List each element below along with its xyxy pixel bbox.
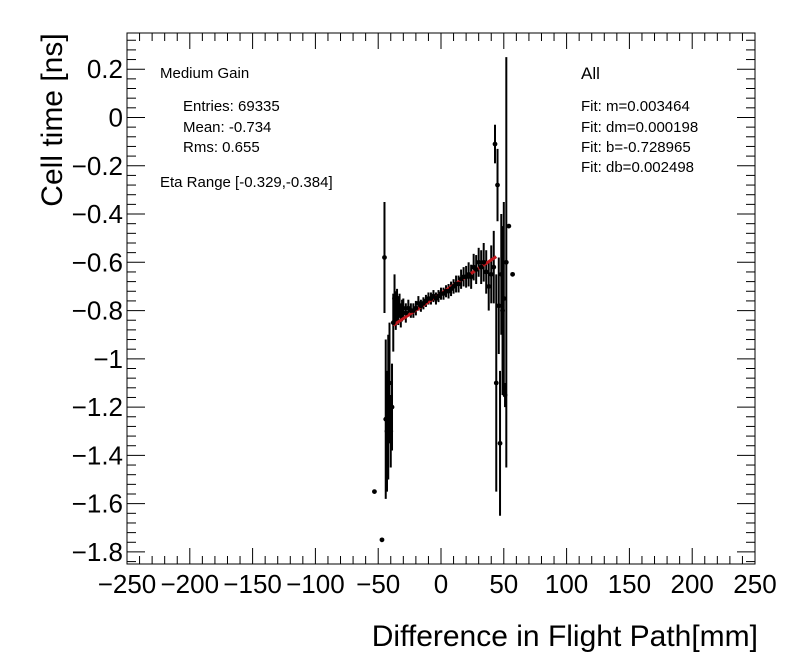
data-point: [478, 264, 484, 270]
mean-label: Mean: -0.734: [183, 119, 272, 136]
entries-label: Entries: 69335: [183, 98, 280, 115]
data-point: [506, 223, 512, 229]
data-point: [387, 380, 392, 386]
y-tick-label: −1.8: [72, 537, 123, 567]
data-point: [372, 489, 377, 494]
y-tick-label: −0.6: [72, 247, 123, 277]
data-point: [385, 404, 391, 410]
data-point: [473, 267, 479, 272]
y-tick-label: −0.8: [72, 296, 123, 326]
x-tick-label: −150: [223, 569, 282, 599]
data-point: [495, 182, 500, 188]
data-point: [481, 259, 487, 265]
x-tick-label: 0: [434, 569, 448, 599]
rms-label: Rms: 0.655: [183, 139, 260, 156]
y-tick-label: −0.4: [72, 199, 123, 229]
data-point: [456, 281, 461, 287]
data-point: [390, 320, 396, 326]
data-point: [384, 428, 390, 434]
x-tick-label: 250: [733, 569, 776, 599]
data-point: [379, 537, 385, 543]
data-point: [388, 428, 394, 434]
data-point: [492, 141, 498, 147]
data-point: [493, 380, 499, 386]
data-point: [488, 271, 494, 277]
data-point: [395, 308, 401, 313]
x-axis-title: Difference in Flight Path[mm]: [371, 620, 758, 653]
data-point: [400, 305, 406, 311]
x-tick-label: −200: [161, 569, 220, 599]
data-point: [413, 305, 419, 311]
data-point: [500, 308, 505, 313]
x-tick-label: −100: [286, 569, 345, 599]
axis-tick-labels: −250 −200 −150 −100 −50 0 50 100 150 200 250 0.2 0 −0…: [72, 54, 777, 599]
data-point: [497, 440, 503, 446]
data-point: [468, 274, 474, 280]
data-point: [498, 271, 504, 277]
data-point: [392, 296, 397, 301]
data-point: [382, 255, 387, 260]
fit-b-label: Fit: b=-0.728965: [581, 139, 691, 156]
y-tick-label: −0.2: [72, 151, 123, 181]
data-point: [398, 312, 404, 318]
partition-label: All: [581, 64, 600, 83]
data-points: [372, 141, 515, 543]
data-point: [483, 269, 489, 275]
gain-label: Medium Gain: [160, 65, 250, 82]
x-tick-label: 50: [489, 569, 518, 599]
y-tick-label: −1: [93, 344, 123, 374]
y-tick-label: −1.4: [72, 440, 123, 470]
fit-db-label: Fit: db=0.002498: [581, 159, 695, 176]
data-point: [491, 264, 497, 270]
x-tick-label: 200: [671, 569, 714, 599]
fit-m-label: Fit: m=0.003464: [581, 98, 690, 115]
eta-range-label: Eta Range [-0.329,-0.384]: [160, 174, 333, 191]
data-point: [510, 271, 515, 277]
data-point: [383, 416, 389, 422]
data-point: [403, 310, 409, 316]
y-axis-title: Cell time [ns]: [36, 33, 69, 207]
data-point: [501, 296, 507, 301]
data-point: [503, 259, 509, 265]
data-point: [476, 259, 482, 265]
data-point: [496, 303, 502, 309]
axis-ticks: [126, 33, 756, 564]
y-tick-label: −1.2: [72, 392, 123, 422]
x-tick-label: −50: [356, 569, 400, 599]
x-tick-label: −250: [98, 569, 157, 599]
data-point: [397, 303, 402, 309]
data-point: [389, 404, 395, 410]
y-tick-label: 0.2: [87, 54, 123, 84]
data-point: [486, 284, 492, 289]
fit-dm-label: Fit: dm=0.000198: [581, 119, 699, 136]
y-tick-label: 0: [109, 102, 123, 132]
y-tick-label: −1.6: [72, 489, 123, 519]
x-tick-label: 150: [608, 569, 651, 599]
x-tick-label: 100: [545, 569, 588, 599]
data-point: [502, 392, 508, 398]
